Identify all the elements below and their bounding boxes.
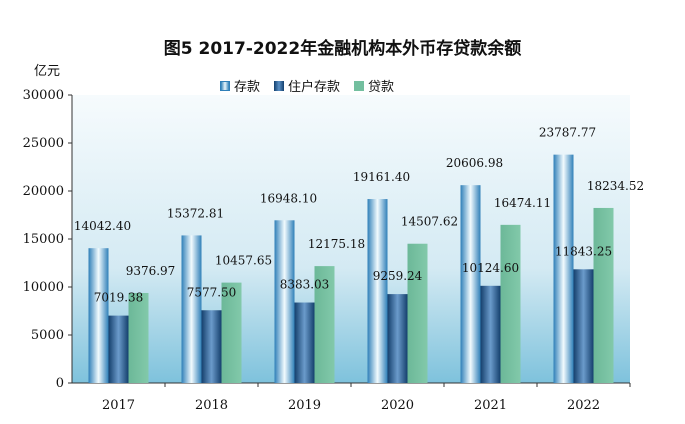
x-tick-label: 2018	[195, 398, 228, 413]
data-label-loan: 12175.18	[308, 237, 365, 251]
bar-deposit	[553, 154, 574, 383]
data-label-loan: 14507.62	[401, 215, 458, 229]
x-tick-label: 2020	[381, 398, 414, 413]
bar-loan	[314, 266, 335, 383]
data-label-deposit: 16948.10	[260, 191, 317, 205]
bar-resident-deposit	[573, 269, 594, 383]
legend-item-loan: 贷款	[354, 76, 394, 95]
data-label-loan: 9376.97	[126, 264, 176, 278]
bar-deposit	[88, 248, 109, 383]
data-label-deposit: 14042.40	[74, 219, 131, 233]
data-label-resident-deposit: 7019.38	[94, 291, 144, 305]
bar-resident-deposit	[480, 285, 501, 383]
bar-deposit	[460, 185, 481, 383]
legend-label-resident-deposit: 住户存款	[288, 80, 341, 95]
y-tick-label: 5000	[31, 328, 64, 343]
plot-area	[72, 95, 630, 383]
data-label-loan: 10457.65	[215, 254, 272, 268]
legend-label-deposit: 存款	[234, 80, 261, 95]
bar-deposit	[367, 199, 388, 383]
bar-loan	[593, 207, 614, 383]
data-label-resident-deposit: 8383.03	[280, 278, 330, 292]
data-label-deposit: 23787.77	[539, 126, 596, 140]
x-tick-label: 2017	[102, 398, 135, 413]
data-label-loan: 18234.52	[587, 179, 644, 193]
data-label-resident-deposit: 9259.24	[373, 269, 423, 283]
x-tick-label: 2019	[288, 398, 321, 413]
chart-legend: 存款 住户存款 贷款	[220, 76, 394, 95]
data-label-deposit: 15372.81	[167, 206, 224, 220]
bar-deposit	[181, 235, 202, 383]
legend-swatch-deposit	[220, 80, 230, 91]
x-tick-label: 2022	[567, 398, 600, 413]
bar-resident-deposit	[108, 315, 129, 383]
bar-loan	[128, 292, 149, 383]
bar-loan	[500, 224, 521, 383]
y-tick-label: 0	[56, 376, 64, 391]
y-tick-label: 10000	[23, 280, 64, 295]
y-tick-label: 25000	[23, 136, 64, 151]
data-label-deposit: 20606.98	[446, 156, 503, 170]
data-label-deposit: 19161.40	[353, 170, 410, 184]
data-label-resident-deposit: 10124.60	[462, 261, 519, 275]
legend-item-deposit: 存款	[220, 76, 260, 95]
bar-loan	[407, 243, 428, 383]
legend-item-resident-deposit: 住户存款	[274, 76, 340, 95]
bar-resident-deposit	[294, 302, 315, 383]
y-tick-label: 20000	[23, 184, 64, 199]
y-axis-unit-label: 亿元	[34, 64, 61, 79]
chart-title: 图5 2017-2022年金融机构本外币存贷款余额	[163, 39, 522, 59]
bar-loan	[221, 282, 242, 383]
bar-resident-deposit	[387, 294, 408, 383]
y-tick-label: 30000	[23, 88, 64, 103]
data-label-loan: 16474.11	[494, 196, 551, 210]
legend-swatch-loan	[354, 80, 365, 91]
legend-label-loan: 贷款	[368, 80, 395, 95]
data-label-resident-deposit: 11843.25	[555, 244, 612, 258]
legend-swatch-resident-deposit	[274, 80, 285, 91]
bar-deposit	[274, 220, 295, 383]
y-tick-label: 15000	[23, 232, 64, 247]
data-label-resident-deposit: 7577.50	[187, 285, 237, 299]
bar-resident-deposit	[201, 310, 222, 383]
x-tick-label: 2021	[474, 398, 507, 413]
